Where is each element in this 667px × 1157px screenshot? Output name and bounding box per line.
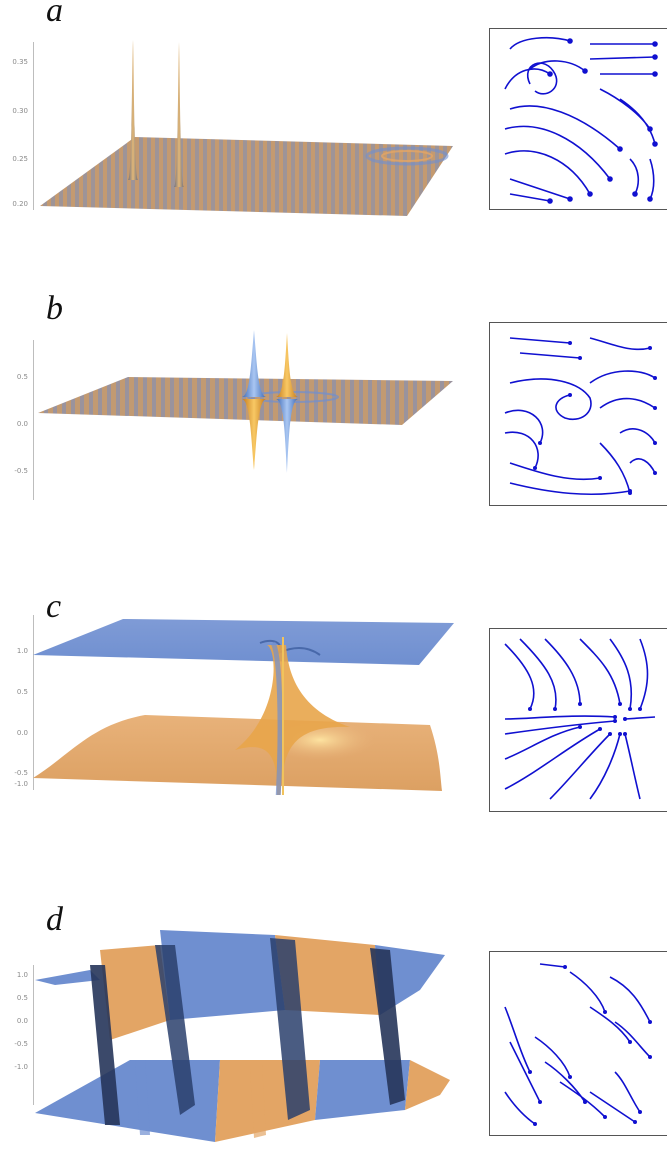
panel-label-b: b [46, 290, 63, 327]
panel-label-d: d [46, 901, 63, 938]
tick-label: 0.5 [16, 373, 28, 381]
tick-label: -0.5 [14, 769, 28, 777]
panel-b-vector-field [489, 322, 667, 506]
panel-c-vector-field [489, 628, 667, 812]
panel-a-surface-plot [40, 40, 453, 216]
tick-label: 0.30 [12, 107, 28, 115]
tick-label: -1.0 [14, 1063, 28, 1071]
panel-label-c: c [46, 588, 62, 625]
panel-label-a: a [46, 0, 63, 29]
panel-c-surface-plot [33, 619, 454, 795]
panel-d-vector-field [489, 951, 667, 1136]
tick-label: 0.5 [16, 688, 28, 696]
tick-label: -0.5 [14, 1040, 28, 1048]
tick-label: -1.0 [14, 780, 28, 788]
tick-label: 0.0 [16, 1017, 28, 1025]
tick-label: 0.0 [16, 729, 28, 737]
panel-a-vector-field [489, 28, 667, 210]
tick-label: -0.5 [14, 467, 28, 475]
panel-b-surface-plot [38, 330, 453, 473]
tick-label: 0.35 [12, 58, 28, 66]
tick-label: 1.0 [16, 971, 28, 979]
tick-label: 0.20 [12, 200, 28, 208]
tick-label: 0.0 [16, 420, 28, 428]
tick-label: 0.5 [16, 994, 28, 1002]
tick-label: 0.25 [12, 155, 28, 163]
panel-d-surface-plot [35, 930, 450, 1142]
tick-label: 1.0 [16, 647, 28, 655]
